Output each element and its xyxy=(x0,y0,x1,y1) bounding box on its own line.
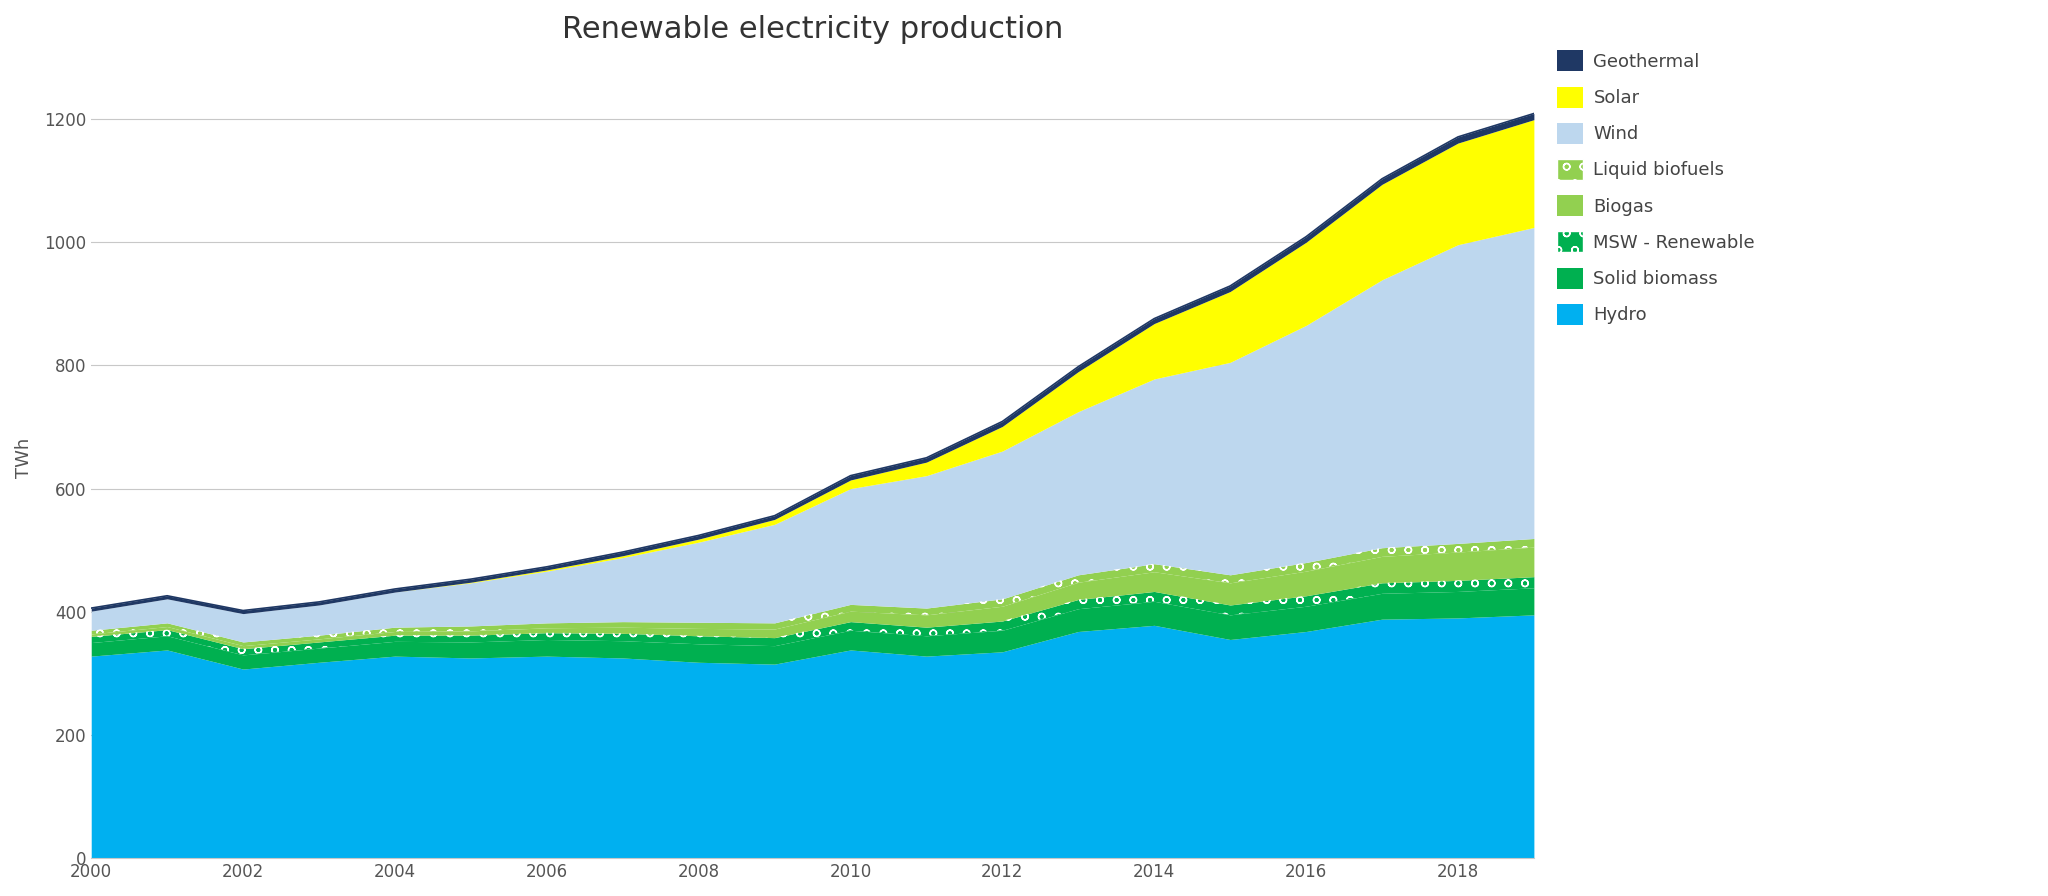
Y-axis label: TWh: TWh xyxy=(14,437,33,478)
Legend: Geothermal, Solar, Wind, Liquid biofuels, Biogas, MSW - Renewable, Solid biomass: Geothermal, Solar, Wind, Liquid biofuels… xyxy=(1556,50,1755,324)
Title: Renewable electricity production: Renewable electricity production xyxy=(561,15,1063,44)
